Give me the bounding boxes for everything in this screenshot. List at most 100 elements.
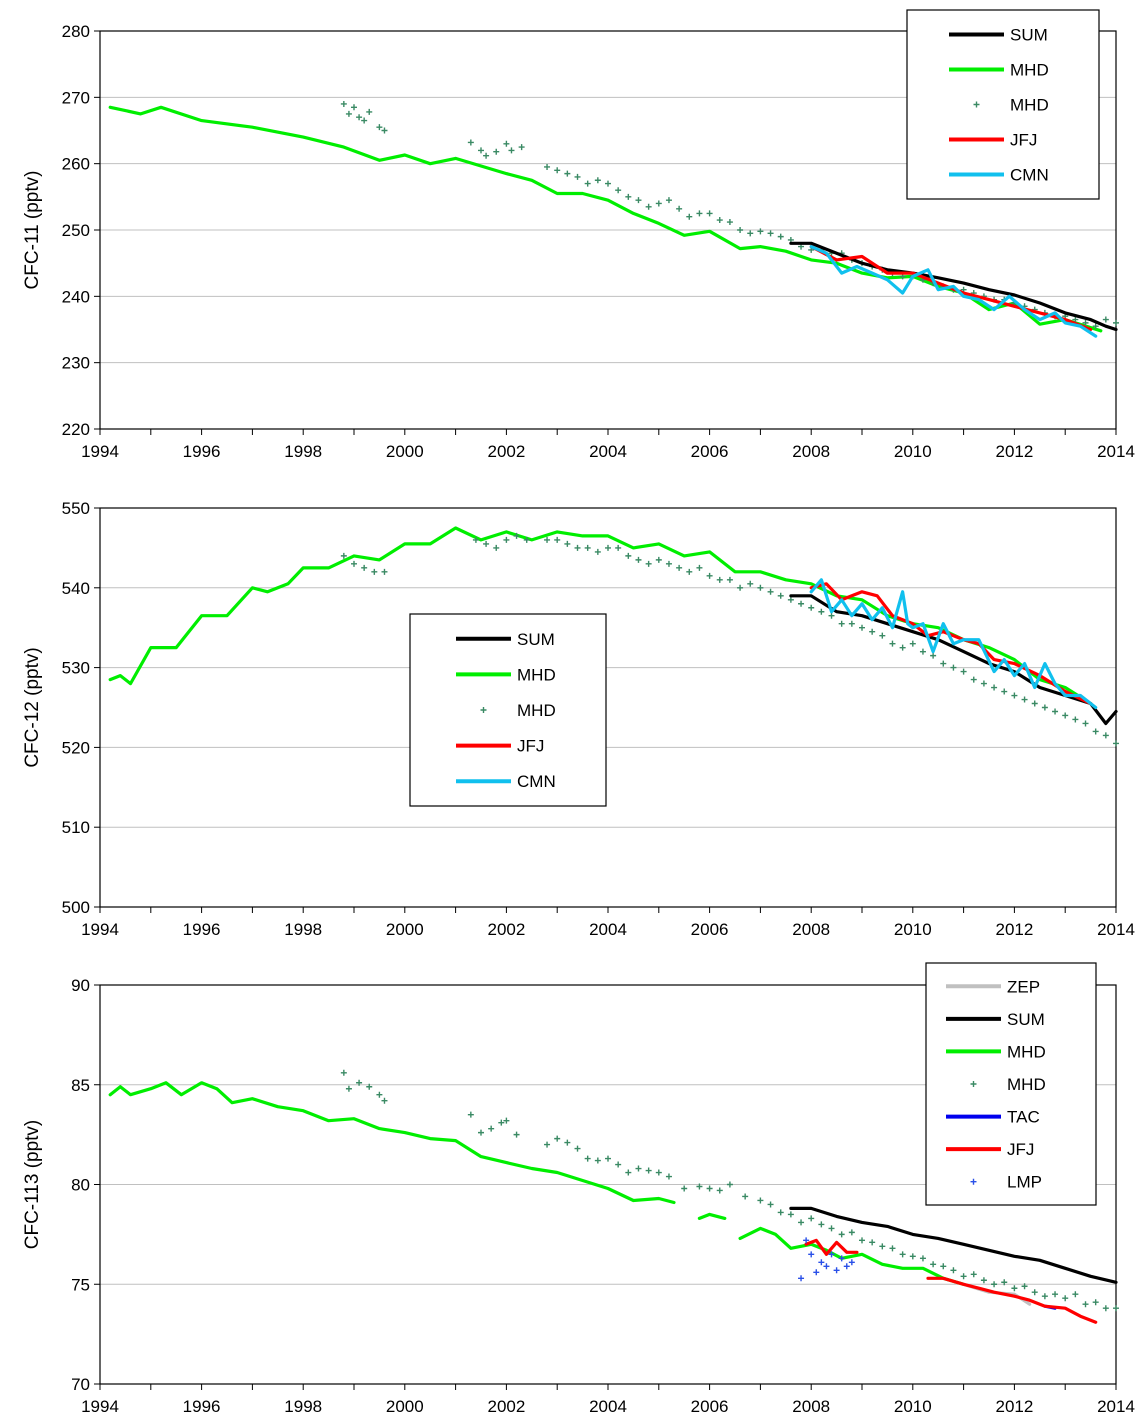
data-point-mhd (513, 532, 520, 539)
data-point-mhd (478, 147, 484, 154)
data-point-lmp (838, 1255, 845, 1262)
legend-label: CMN (517, 772, 556, 791)
data-point-mhd (859, 1237, 865, 1244)
x-tick-label: 2008 (792, 1397, 830, 1416)
chart-panel-3: 70 75 80 85 90 1994 1996 1998 2000 2002 2004 2006 20… (22, 962, 1135, 1416)
x-tick-label: 2008 (792, 920, 830, 939)
x-tick-label: 2004 (589, 442, 627, 461)
data-point-mhd (767, 1201, 774, 1208)
x-tick-label: 1994 (81, 442, 119, 461)
data-point-mhd (940, 660, 947, 667)
data-point-mhd (544, 536, 551, 543)
legend-box (906, 9, 1100, 200)
series-line-jfj (809, 582, 1093, 706)
data-point-mhd (381, 127, 388, 134)
data-point-mhd (696, 1183, 703, 1190)
data-point-mhd (737, 584, 744, 591)
data-point-mhd (767, 588, 774, 595)
x-tick-label: 2004 (589, 1397, 627, 1416)
data-point-mhd (716, 576, 723, 583)
data-point-mhd (361, 564, 368, 571)
data-point-mhd (737, 227, 744, 233)
data-point-mhd (742, 1193, 749, 1200)
data-point-mhd (777, 592, 784, 599)
data-point-mhd (345, 1085, 352, 1092)
data-point-mhd (1092, 323, 1099, 330)
data-point-mhd (1041, 704, 1048, 711)
y-tick-label: 85 (71, 1076, 90, 1095)
chart-panel-2: 500 510 520 530 540 550 1994 1996 1998 2000 2002 20… (22, 499, 1135, 939)
y-tick-label: 510 (62, 818, 90, 837)
data-point-mhd (366, 1083, 373, 1090)
data-point-mhd (564, 170, 571, 177)
data-point-mhd (706, 572, 713, 579)
data-point-mhd (513, 1131, 520, 1138)
data-point-mhd (889, 640, 896, 647)
x-tick-label: 1998 (284, 1397, 322, 1416)
x-tick-label: 2000 (386, 920, 424, 939)
data-point-mhd (356, 1079, 363, 1086)
data-point-mhd (655, 200, 662, 207)
legend-label: MHD (1010, 96, 1049, 115)
legend-label: MHD (1010, 61, 1049, 80)
y-tick-label: 280 (62, 22, 90, 41)
data-point-mhd (376, 1091, 383, 1098)
data-point-mhd (1082, 319, 1089, 326)
y-axis-label: CFC-11 (pptv) (22, 171, 43, 290)
data-point-mhd (798, 600, 805, 607)
data-point-mhd (757, 228, 764, 235)
x-tick-label: 2008 (792, 442, 830, 461)
data-point-mhd (498, 1119, 505, 1126)
data-point-mhd (940, 1263, 947, 1270)
data-point-mhd (787, 1211, 794, 1218)
data-point-mhd (991, 684, 998, 691)
y-axis-label: CFC-12 (pptv) (22, 647, 43, 767)
data-point-mhd (594, 177, 601, 184)
legend-label: TAC (1007, 1108, 1040, 1127)
y-tick-label: 270 (62, 88, 90, 107)
data-point-mhd (787, 596, 794, 603)
data-point-mhd (544, 1141, 551, 1148)
legend-label: CMN (1010, 166, 1049, 185)
legend-label: MHD (517, 701, 556, 720)
data-point-mhd (361, 117, 368, 124)
data-point-mhd (686, 568, 693, 575)
data-point-mhd (1062, 1295, 1069, 1302)
y-tick-label: 530 (62, 659, 90, 678)
legend: SUM MHD MHD JFJ CMN (906, 9, 1100, 200)
y-tick-label: 250 (62, 221, 90, 240)
data-point-mhd (818, 608, 825, 615)
data-point-mhd (1092, 728, 1099, 735)
data-point-mhd (838, 620, 845, 627)
data-point-mhd (645, 203, 652, 210)
data-point-lmp (818, 1259, 825, 1266)
data-point-mhd (564, 540, 571, 547)
data-point-mhd (848, 620, 855, 627)
data-point-mhd (574, 544, 581, 551)
data-point-lmp (848, 1259, 855, 1266)
data-point-mhd (960, 668, 967, 675)
data-point-mhd (381, 1097, 388, 1104)
data-point-mhd (909, 640, 916, 647)
legend-label: SUM (1010, 26, 1048, 45)
data-point-mhd (615, 544, 622, 551)
data-point-mhd (645, 560, 652, 567)
data-point-mhd (1031, 1289, 1038, 1296)
legend: SUM MHD MHD JFJ CMN (409, 613, 607, 807)
data-point-mhd (798, 1219, 805, 1226)
y-tick-label: 230 (62, 354, 90, 373)
data-point-mhd (747, 580, 754, 587)
data-point-mhd (879, 632, 886, 639)
data-point-mhd (488, 1125, 495, 1132)
data-point-mhd (818, 1221, 825, 1228)
data-point-mhd (554, 536, 561, 543)
data-point-mhd (1102, 316, 1109, 323)
x-tick-label: 1996 (183, 920, 221, 939)
chart-panel-1: 220 230 240 250 260 270 280 1994 1996 1998 2000 200… (22, 9, 1135, 461)
data-point-mhd (777, 233, 784, 240)
data-point-mhd (1052, 708, 1059, 715)
data-point-mhd (665, 560, 672, 567)
data-point-mhd (584, 180, 591, 187)
data-point-mhd (919, 648, 926, 655)
x-tick-label: 2006 (691, 1397, 729, 1416)
